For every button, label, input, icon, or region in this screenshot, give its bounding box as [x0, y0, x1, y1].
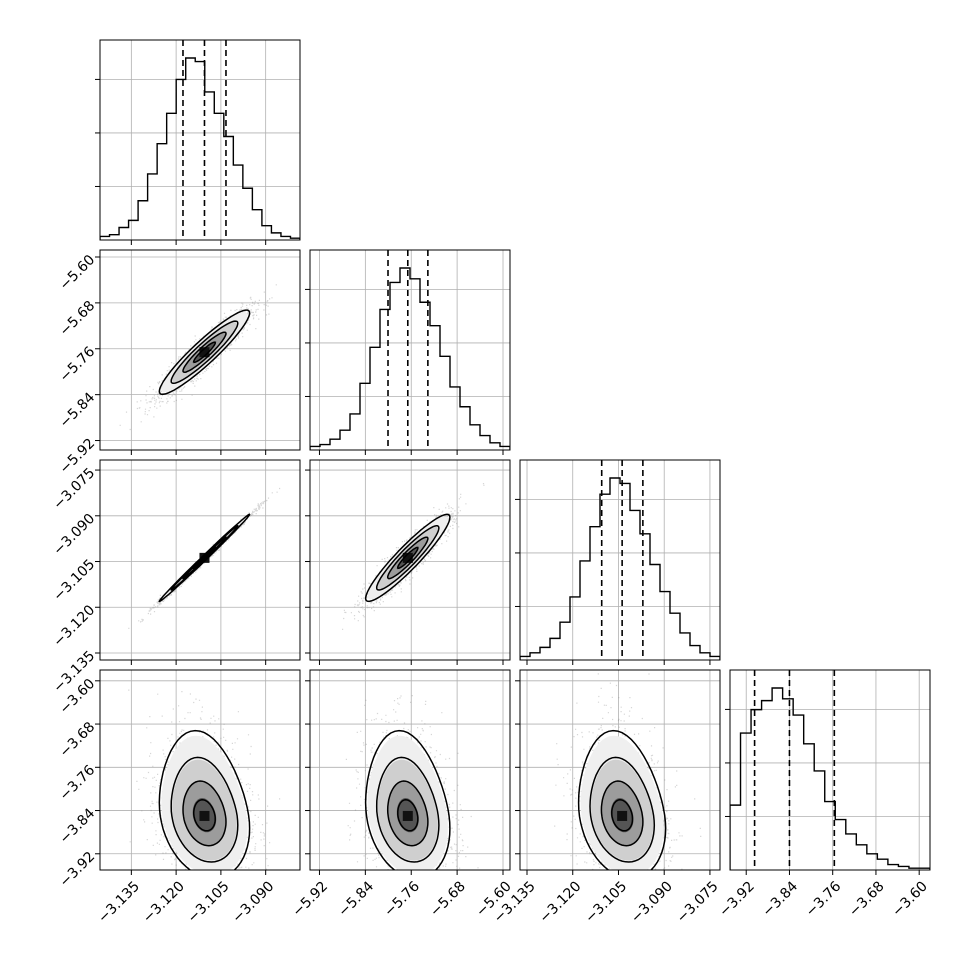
contour-line: [170, 756, 239, 863]
density-peak: [402, 552, 413, 563]
panel-2-2: [515, 459, 721, 665]
density-peak: [199, 810, 210, 821]
panel-0-0: [95, 39, 301, 245]
x-tick-label: −3.68: [846, 878, 888, 920]
contour-line: [182, 536, 227, 580]
axes-frame: [729, 669, 931, 871]
x-tick-label: −3.090: [628, 878, 676, 926]
y-tick-label: −5.76: [57, 344, 99, 386]
x-tick-label: −3.075: [674, 878, 722, 926]
contour-line: [192, 799, 216, 832]
contour-line: [158, 729, 251, 870]
axes-frame: [309, 459, 511, 661]
histogram-bars: [730, 687, 930, 870]
histogram-bars: [100, 57, 300, 240]
axes-frame: [309, 249, 511, 451]
panel-3-1: [305, 669, 511, 875]
panel-3-3: [725, 669, 931, 875]
contour-line: [577, 729, 667, 870]
y-tick-label: −5.84: [57, 390, 99, 432]
y-tick-label: −3.120: [50, 602, 98, 650]
contour-line: [375, 525, 440, 591]
x-tick-label: −3.120: [140, 878, 188, 926]
contour-line: [611, 799, 634, 832]
x-tick-label: −3.76: [803, 878, 845, 920]
density-peak: [402, 810, 413, 821]
x-tick-label: −3.090: [229, 878, 277, 926]
contour-line: [182, 331, 227, 374]
x-tick-label: −3.105: [185, 878, 233, 926]
panel-3-0: [95, 669, 301, 875]
contour-line: [364, 729, 451, 870]
x-tick-label: −3.120: [537, 878, 585, 926]
density-peak: [617, 810, 628, 821]
x-tick-label: −3.92: [716, 878, 758, 920]
contour-line: [170, 524, 239, 591]
contour-line: [192, 341, 216, 363]
contour-line: [600, 780, 644, 847]
histogram-bars: [310, 267, 510, 450]
y-tick-label: −3.090: [50, 511, 98, 559]
x-tick-label: −3.60: [889, 878, 931, 920]
y-tick-label: −3.105: [50, 557, 98, 605]
panel-3-2: [515, 669, 721, 875]
y-tick-label: −3.84: [57, 805, 99, 847]
y-tick-label: −5.60: [57, 252, 99, 294]
x-tick-label: −5.92: [290, 878, 332, 920]
panel-2-1: [305, 459, 511, 665]
contour-line: [589, 756, 656, 863]
axes-frame: [99, 669, 301, 871]
axes-frame: [99, 249, 301, 451]
contour-line: [182, 780, 227, 847]
x-tick-label: −5.68: [427, 878, 469, 920]
contour-line: [386, 536, 429, 580]
axes-frame: [519, 459, 721, 661]
x-tick-label: −3.135: [95, 878, 143, 926]
contour-line: [170, 320, 239, 385]
x-tick-label: −3.84: [760, 878, 802, 920]
panel-1-1: [305, 249, 511, 455]
contour-line: [386, 780, 429, 847]
axes-frame: [309, 669, 511, 871]
axes-frame: [99, 39, 301, 241]
contour-line: [364, 513, 451, 603]
x-tick-label: −5.84: [335, 878, 377, 920]
contour-line: [397, 546, 419, 569]
contour-line: [158, 309, 251, 396]
y-tick-label: −3.92: [57, 849, 99, 891]
y-tick-label: −5.68: [57, 298, 99, 340]
x-tick-label: −3.105: [582, 878, 630, 926]
axes-frame: [99, 459, 301, 661]
y-tick-label: −3.075: [50, 465, 98, 513]
histogram-bars: [520, 477, 720, 660]
y-tick-label: −3.76: [57, 762, 99, 804]
y-tick-label: −3.68: [57, 719, 99, 761]
panel-2-0: [95, 459, 301, 665]
panel-1-0: [95, 249, 301, 455]
x-tick-label: −5.76: [381, 878, 423, 920]
density-peak: [199, 347, 210, 358]
contour-line: [191, 546, 216, 569]
contour-line: [375, 756, 440, 863]
axes-frame: [519, 669, 721, 871]
contour-line: [397, 799, 419, 832]
